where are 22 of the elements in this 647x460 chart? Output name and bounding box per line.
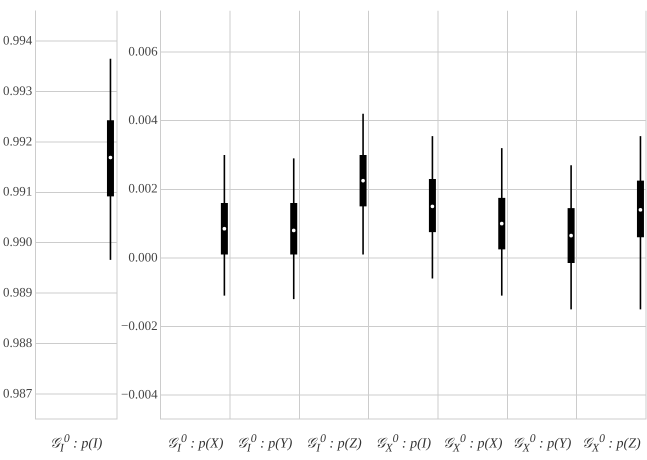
x-tick-label: 𝒢$_{I}$$^{0}$ : p(Y): [236, 432, 294, 454]
y-tick-label: −0.004: [120, 386, 158, 402]
y-tick-label: 0.994: [3, 32, 33, 48]
x-tick-label: 𝒢$_{I}$$^{0}$ : p(X): [166, 432, 224, 454]
y-tick-label: 0.002: [128, 180, 158, 196]
y-tick-label: −0.002: [120, 318, 158, 333]
y-tick-label: 0.992: [3, 133, 32, 148]
y-tick-label: 0.988: [3, 334, 32, 350]
y-tick-label: 0.004: [128, 112, 158, 128]
y-tick-label: 0.000: [128, 249, 158, 264]
x-tick-label: 𝒢$_{X}$$^{0}$ : p(Y): [512, 432, 572, 454]
y-tick-label: 0.989: [3, 284, 32, 300]
y-tick-label: 0.987: [3, 385, 33, 400]
x-tick-label: 𝒢$_{X}$$^{0}$ : p(I): [374, 432, 432, 454]
x-tick-label: 𝒢$_{I}$$^{0}$ : p(Z): [305, 432, 363, 454]
y-tick-label: 0.990: [3, 234, 32, 250]
x-tick-label: 𝒢$_{I}$$^{0}$ : p(I): [48, 432, 104, 454]
x-tick-label: 𝒢$_{X}$$^{0}$ : p(X): [442, 432, 504, 454]
x-tick-label: 𝒢$_{X}$$^{0}$ : p(Z): [580, 432, 642, 454]
y-tick-label: 0.991: [3, 184, 32, 199]
y-tick-label: 0.993: [3, 82, 32, 98]
y-tick-label: 0.006: [128, 43, 158, 58]
